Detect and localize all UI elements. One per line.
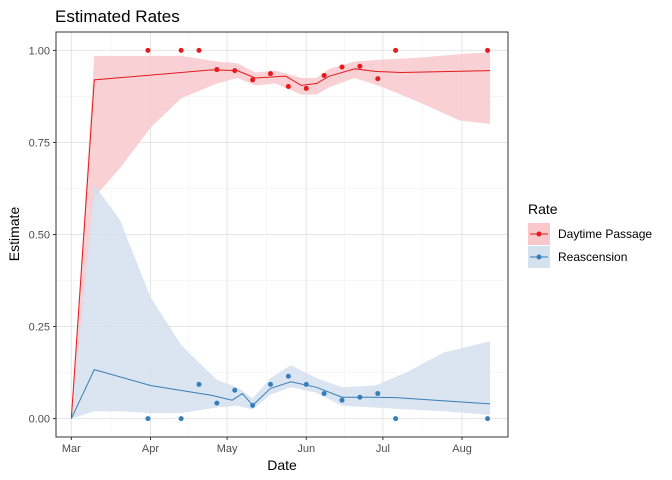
y-tick-label: 0.00: [29, 414, 50, 426]
reascension-point: [485, 416, 491, 422]
reascension-point: [285, 373, 291, 379]
daytime-passage-point: [321, 72, 327, 78]
daytime-passage-line: [70, 68, 491, 419]
y-axis-title: Estimate: [6, 207, 22, 262]
reascension-line: [70, 369, 491, 419]
x-axis-title: Date: [267, 457, 297, 473]
series-lines: [70, 68, 491, 419]
reascension-point: [393, 416, 399, 422]
y-axis: 0.00 0.25 0.50 0.75 1.00: [29, 45, 56, 426]
daytime-passage-point: [250, 77, 256, 83]
daytime-passage-point: [268, 71, 274, 77]
legend: Rate Daytime Passage Reascension: [528, 201, 652, 268]
reascension-point: [357, 394, 363, 400]
reascension-ribbon: [71, 184, 491, 419]
reascension-point: [375, 391, 381, 397]
daytime-passage-point: [214, 67, 220, 73]
ribbons: [71, 52, 491, 419]
legend-title: Rate: [528, 201, 558, 217]
series-points: [145, 47, 491, 422]
reascension-point: [321, 391, 327, 397]
chart-title: Estimated Rates: [55, 7, 180, 26]
plot-area: [55, 31, 509, 438]
reascension-point: [250, 402, 256, 408]
daytime-passage-point: [145, 47, 151, 53]
daytime-passage-point: [178, 47, 184, 53]
reascension-point: [339, 397, 345, 403]
x-axis: Mar Apr May Jun Jul Aug: [62, 437, 472, 455]
y-tick-label: 0.25: [29, 322, 50, 334]
x-tick-label: Apr: [142, 443, 159, 455]
x-tick-label: Jul: [376, 443, 390, 455]
daytime-passage-point: [393, 47, 399, 53]
reascension-point: [214, 400, 220, 406]
daytime-passage-point: [303, 85, 309, 91]
reascension-point: [196, 381, 202, 387]
daytime-passage-point: [285, 83, 291, 89]
daytime-passage-point: [339, 64, 345, 70]
y-tick-label: 0.75: [29, 137, 50, 149]
reascension-point: [268, 381, 274, 387]
reascension-point: [303, 381, 309, 387]
x-tick-label: Mar: [62, 443, 81, 455]
legend-item-daytime-passage: Daytime Passage: [528, 223, 652, 245]
x-tick-label: May: [217, 443, 238, 455]
legend-keys: Daytime Passage Reascension: [528, 223, 652, 268]
y-tick-label: 1.00: [29, 45, 50, 57]
daytime-passage-ribbon: [71, 52, 491, 419]
y-tick-label: 0.50: [29, 230, 50, 242]
daytime-passage-point: [375, 76, 381, 82]
reascension-point: [145, 416, 151, 422]
daytime-passage-point: [232, 68, 238, 74]
x-tick-label: Jun: [297, 443, 315, 455]
legend-label: Reascension: [558, 250, 627, 264]
reascension-point: [232, 387, 238, 393]
daytime-passage-point: [485, 47, 491, 53]
daytime-passage-point: [196, 47, 202, 53]
x-tick-label: Aug: [452, 443, 472, 455]
legend-item-reascension: Reascension: [528, 246, 627, 268]
legend-key-point: [536, 231, 542, 237]
reascension-point: [178, 416, 184, 422]
daytime-passage-point: [357, 63, 363, 69]
legend-label: Daytime Passage: [558, 227, 652, 241]
legend-key-point: [536, 254, 542, 260]
